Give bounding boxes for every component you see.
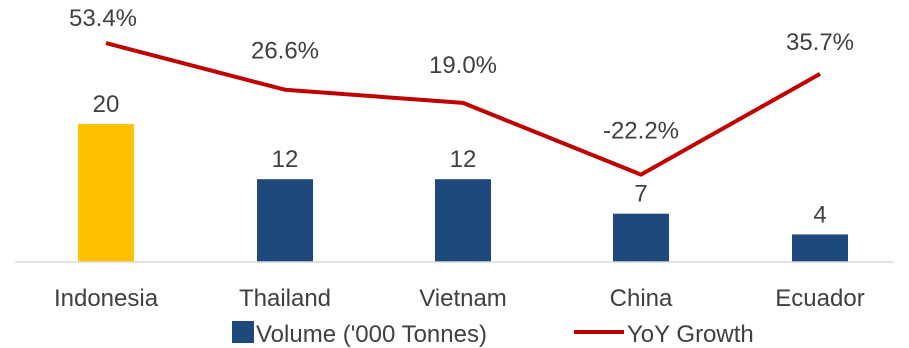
category-label: Vietnam <box>419 285 507 312</box>
category-label: Thailand <box>239 285 331 312</box>
category-label: China <box>610 285 673 312</box>
bar-ecuador <box>792 234 848 262</box>
category-label: Indonesia <box>54 285 159 312</box>
line-series <box>105 41 821 177</box>
bar-series <box>78 124 848 262</box>
legend: Volume ('000 Tonnes) YoY Growth <box>232 321 754 348</box>
bar-china <box>613 213 669 262</box>
legend-label-yoy: YoY Growth <box>627 321 754 348</box>
yoy-value-label: 19.0% <box>429 52 497 79</box>
legend-swatch-volume <box>232 321 254 343</box>
bar-value-label: 12 <box>450 146 477 173</box>
category-label: Ecuador <box>775 285 864 312</box>
yoy-value-label: 35.7% <box>786 29 854 56</box>
line-value-labels: 53.4% 26.6% 19.0% -22.2% 35.7% <box>69 5 854 145</box>
yoy-value-label: 53.4% <box>69 5 137 32</box>
bar-indonesia <box>78 124 134 262</box>
bar-value-label: 7 <box>634 181 647 208</box>
bar-value-label: 12 <box>272 146 299 173</box>
yoy-value-label: -22.2% <box>603 118 679 145</box>
yoy-value-label: 26.6% <box>251 38 319 65</box>
bar-thailand <box>257 179 313 262</box>
bar-value-label: 20 <box>93 91 120 118</box>
category-labels: Indonesia Thailand Vietnam China Ecuador <box>54 285 865 312</box>
legend-label-volume: Volume ('000 Tonnes) <box>256 321 487 348</box>
bar-vietnam <box>435 179 491 262</box>
bar-value-labels: 20 12 12 7 4 <box>93 91 827 228</box>
bar-value-label: 4 <box>813 201 826 228</box>
